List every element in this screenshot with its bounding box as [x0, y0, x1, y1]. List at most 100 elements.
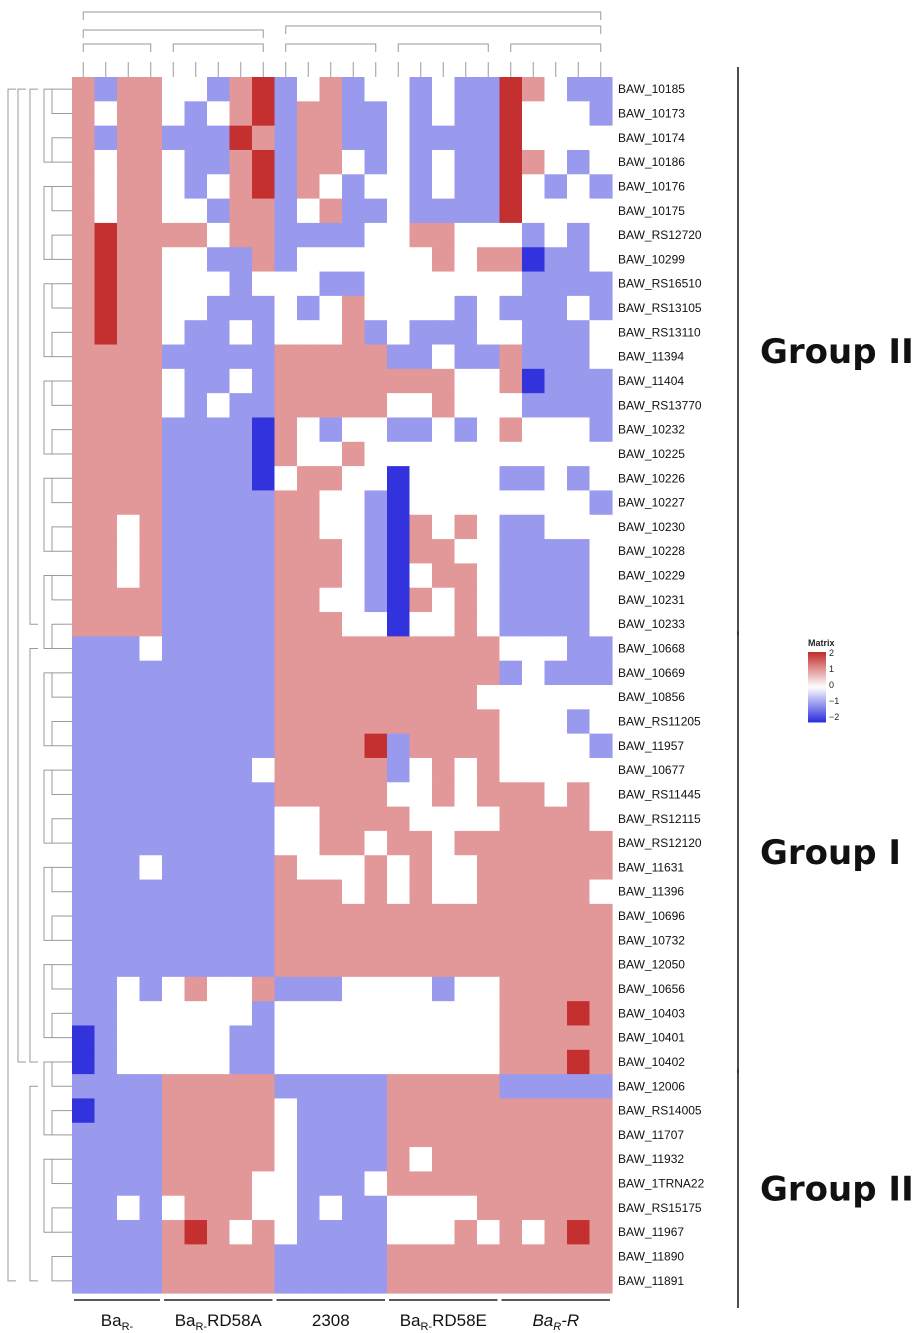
heatmap-cell: [364, 757, 388, 783]
heatmap-cell: [139, 539, 163, 564]
heatmap-cell: [342, 830, 366, 856]
heatmap-cell: [499, 903, 523, 929]
heatmap-cell: [72, 612, 96, 637]
heatmap-cell: [319, 295, 343, 321]
heatmap-cell: [409, 1244, 433, 1270]
heatmap-cell: [522, 636, 546, 662]
row-label: BAW_10186: [618, 155, 685, 169]
heatmap-cell: [162, 101, 186, 127]
heatmap-cell: [454, 1195, 478, 1221]
heatmap-cell: [522, 782, 546, 808]
heatmap-cell: [117, 830, 141, 856]
heatmap-cell: [274, 709, 298, 735]
dendrogram-branch: [17, 88, 26, 1063]
heatmap-cell: [117, 198, 141, 224]
heatmap-cell: [454, 1001, 478, 1027]
heatmap-cell: [72, 1195, 96, 1221]
heatmap-cell: [387, 466, 411, 492]
heatmap-cell: [162, 1268, 186, 1294]
heatmap-cell: [297, 295, 321, 321]
heatmap-cell: [72, 198, 96, 224]
heatmap-cell: [72, 855, 96, 881]
heatmap-cell: [72, 830, 96, 856]
heatmap-cell: [72, 1171, 96, 1197]
row-label: BAW_11891: [618, 1274, 684, 1288]
heatmap-cell: [342, 101, 366, 127]
heatmap-cell: [229, 222, 253, 248]
heatmap-cell: [567, 393, 591, 419]
heatmap-cell: [94, 149, 118, 175]
heatmap-cell: [432, 1025, 456, 1051]
heatmap-cell: [184, 733, 208, 759]
heatmap-cell: [342, 952, 366, 978]
heatmap-cell: [544, 174, 568, 200]
heatmap-cell: [162, 855, 186, 881]
heatmap-cell: [139, 806, 163, 832]
heatmap-cell: [432, 685, 456, 710]
heatmap-cell: [139, 1195, 163, 1221]
heatmap-cell: [94, 1074, 118, 1100]
heatmap-cell: [184, 222, 208, 248]
heatmap-cell: [544, 587, 568, 613]
heatmap-cell: [207, 466, 231, 492]
heatmap-cell: [274, 685, 298, 710]
heatmap-cell: [207, 320, 231, 346]
heatmap-cell: [387, 271, 411, 297]
heatmap-cell: [229, 344, 253, 370]
heatmap-cell: [432, 660, 456, 686]
heatmap-cell: [567, 660, 591, 686]
heatmap-cell: [162, 539, 186, 564]
heatmap-cell: [252, 685, 276, 710]
heatmap-cell: [544, 612, 568, 637]
heatmap-cell: [297, 1195, 321, 1221]
heatmap-cell: [589, 636, 613, 662]
heatmap-cell: [364, 928, 388, 954]
heatmap-cell: [499, 709, 523, 735]
heatmap-cell: [387, 782, 411, 808]
heatmap-cell: [162, 952, 186, 978]
heatmap-cell: [387, 612, 411, 637]
heatmap-cell: [139, 1171, 163, 1197]
heatmap-cell: [409, 466, 433, 492]
heatmap-cell: [522, 247, 546, 273]
heatmap-cell: [274, 1268, 298, 1294]
heatmap-cell: [387, 125, 411, 151]
dendrogram-branch: [29, 1085, 38, 1282]
heatmap-cell: [139, 271, 163, 297]
heatmap-cell: [229, 393, 253, 419]
heatmap-cell: [319, 77, 343, 102]
heatmap-cell: [432, 636, 456, 662]
heatmap-cell: [252, 806, 276, 832]
heatmap-cell: [117, 271, 141, 297]
heatmap-cell: [162, 393, 186, 419]
heatmap-cell: [567, 636, 591, 662]
group-label: Group I: [760, 833, 901, 873]
heatmap-cell: [522, 612, 546, 637]
heatmap-cell: [432, 271, 456, 297]
heatmap-cell: [364, 685, 388, 710]
heatmap-cell: [387, 1098, 411, 1124]
heatmap-cell: [589, 685, 613, 710]
heatmap-cell: [297, 1244, 321, 1270]
heatmap-cell: [477, 709, 501, 735]
heatmap-cell: [229, 247, 253, 273]
heatmap-cell: [207, 1098, 231, 1124]
heatmap-cell: [589, 1001, 613, 1027]
heatmap-cell: [522, 295, 546, 321]
heatmap-cell: [342, 1147, 366, 1172]
heatmap-cell: [117, 976, 141, 1002]
heatmap-cell: [387, 101, 411, 127]
heatmap-cell: [319, 1195, 343, 1221]
heatmap-cell: [499, 1147, 523, 1172]
heatmap-cell: [207, 782, 231, 808]
heatmap-cell: [387, 1049, 411, 1075]
heatmap-cell: [162, 490, 186, 516]
heatmap-cell: [297, 514, 321, 540]
heatmap-cell: [364, 1195, 388, 1221]
heatmap-cell: [589, 1074, 613, 1100]
heatmap-cell: [454, 952, 478, 978]
heatmap-cell: [409, 563, 433, 589]
heatmap-cell: [184, 806, 208, 832]
heatmap-cell: [252, 612, 276, 637]
heatmap-cell: [297, 198, 321, 224]
